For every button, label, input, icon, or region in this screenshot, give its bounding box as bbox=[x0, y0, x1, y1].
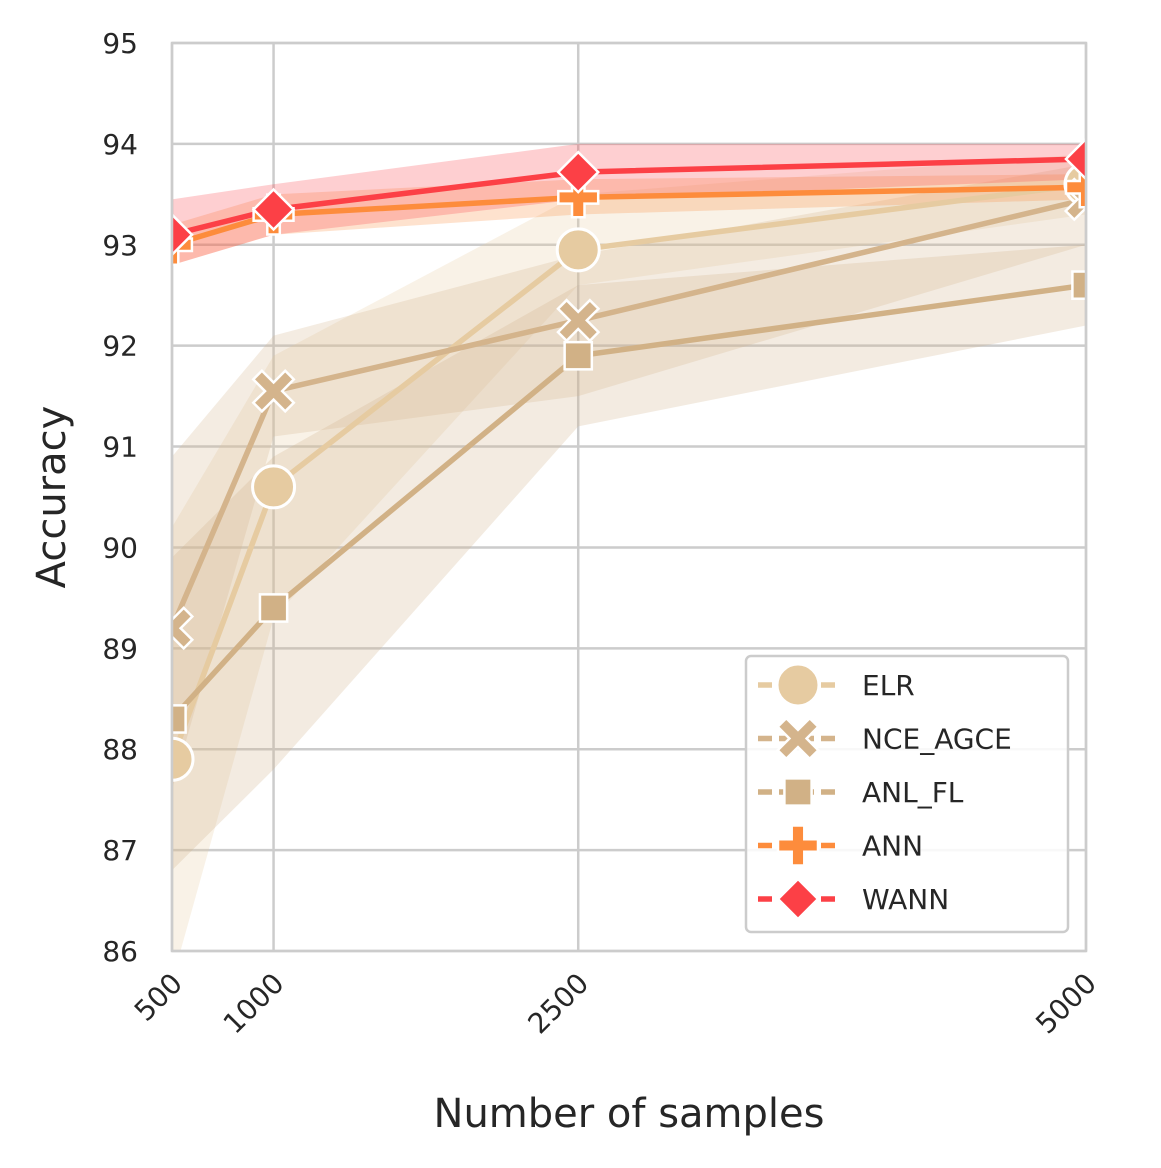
legend-label: ELR bbox=[862, 669, 915, 702]
band-nce-agce bbox=[172, 164, 1086, 790]
band-anl-fl bbox=[172, 244, 1086, 871]
plot-frame bbox=[170, 41, 1088, 953]
x-tick-label: 500 bbox=[128, 967, 189, 1028]
legend-label: WANN bbox=[862, 883, 949, 916]
series-lines bbox=[172, 156, 1086, 763]
line-ann bbox=[172, 184, 1086, 248]
point-ann bbox=[557, 176, 600, 219]
legend-marker bbox=[783, 777, 813, 807]
point-wann bbox=[172, 212, 194, 257]
y-tick-label: 88 bbox=[102, 733, 138, 766]
point-nce-agce bbox=[251, 369, 296, 414]
y-tick-label: 93 bbox=[102, 229, 138, 262]
band-ann bbox=[172, 174, 1086, 265]
y-tick-label: 91 bbox=[102, 431, 138, 464]
legend-marker bbox=[775, 662, 821, 708]
y-tick-label: 90 bbox=[102, 531, 138, 564]
x-tick-label: 5000 bbox=[1029, 967, 1103, 1041]
point-elr bbox=[555, 227, 601, 273]
line-elr bbox=[172, 181, 1086, 763]
legend-label: ANN bbox=[862, 830, 923, 863]
legend-marker bbox=[776, 877, 820, 921]
line-nce-agce bbox=[172, 196, 1086, 631]
legend-frame bbox=[744, 654, 1070, 934]
point-anl-fl bbox=[258, 593, 289, 623]
y-tick-labels: 86 87 88 89 90 91 92 93 94 95 bbox=[102, 27, 138, 968]
x-tick-label: 2500 bbox=[521, 967, 595, 1041]
series-markers bbox=[172, 137, 1086, 782]
y-tick-label: 94 bbox=[102, 128, 138, 161]
point-wann bbox=[556, 150, 600, 194]
y-tick-label: 92 bbox=[102, 330, 138, 363]
point-wann bbox=[1064, 137, 1086, 181]
point-anl-fl bbox=[563, 340, 594, 371]
y-tick-label: 95 bbox=[102, 27, 138, 60]
point-nce-agce bbox=[556, 298, 601, 343]
legend-label: ANL_FL bbox=[862, 776, 964, 809]
point-wann bbox=[251, 187, 296, 232]
legend-label: NCE_AGCE bbox=[862, 723, 1012, 756]
y-tick-label: 89 bbox=[102, 632, 138, 665]
y-axis-label: Accuracy bbox=[29, 406, 75, 589]
legend: ELR NCE_AGCE ANL_FL ANN WANN bbox=[744, 654, 1070, 934]
y-tick-label: 87 bbox=[102, 834, 138, 867]
y-tick-label: 86 bbox=[102, 935, 138, 968]
x-axis-label: Number of samples bbox=[434, 1091, 825, 1137]
line-anl-fl bbox=[172, 282, 1086, 722]
legend-marker bbox=[776, 824, 820, 867]
point-ann bbox=[1064, 166, 1086, 209]
point-anl-fl bbox=[1071, 270, 1086, 300]
legend-marker bbox=[775, 716, 821, 761]
band-wann bbox=[172, 143, 1086, 265]
point-elr bbox=[172, 736, 195, 782]
x-tick-labels: 500 1000 2500 5000 bbox=[128, 967, 1103, 1041]
point-nce-agce bbox=[172, 606, 195, 651]
confidence-bands bbox=[172, 143, 1086, 951]
point-elr bbox=[251, 464, 297, 510]
point-anl-fl bbox=[172, 704, 187, 734]
line-wann bbox=[172, 156, 1086, 238]
x-tick-label: 1000 bbox=[217, 967, 291, 1041]
band-elr bbox=[172, 153, 1086, 951]
